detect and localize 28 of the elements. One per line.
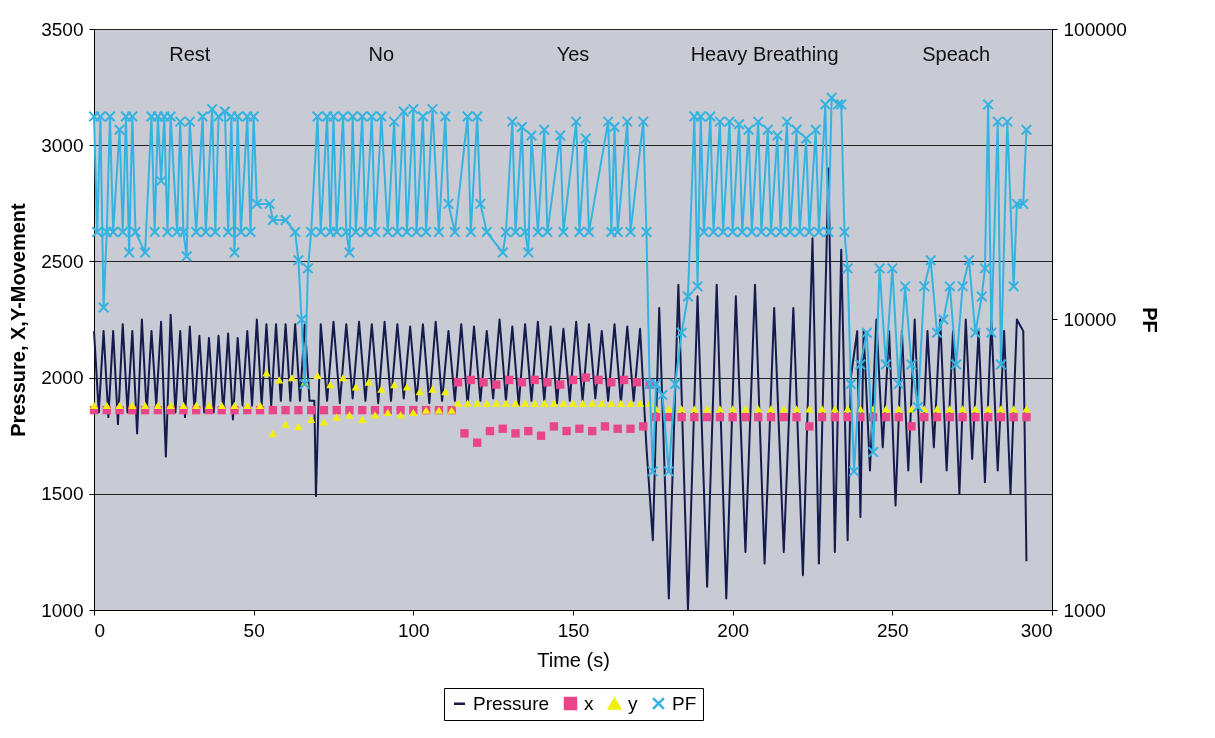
x-tick-label: 50 bbox=[243, 619, 265, 641]
y-tick-label: 2000 bbox=[41, 367, 84, 389]
x-tick-label: 100 bbox=[397, 619, 430, 641]
y2-axis-title: PF bbox=[1138, 307, 1161, 333]
y-tick-label: 3000 bbox=[41, 134, 84, 156]
y-tick-label: 3500 bbox=[41, 18, 84, 40]
y2-tick-label: 100000 bbox=[1063, 18, 1127, 40]
y-tick-label: 2500 bbox=[41, 250, 84, 272]
x-axis-title: Time (s) bbox=[537, 648, 610, 671]
x-tick-label: 0 bbox=[94, 619, 106, 641]
y-tick-label: 1000 bbox=[41, 599, 84, 621]
legend-label: y bbox=[628, 692, 638, 714]
annotation: Heavy Breathing bbox=[690, 43, 839, 65]
annotation: No bbox=[368, 43, 395, 65]
legend-label: PF bbox=[672, 692, 697, 714]
annotation: Yes bbox=[556, 43, 590, 65]
y2-tick-label: 1000 bbox=[1063, 599, 1106, 621]
legend-label: Pressure bbox=[473, 692, 550, 714]
y-axis-title: Pressure, X,Y-Movement bbox=[7, 202, 30, 437]
y2-tick-label: 10000 bbox=[1063, 309, 1117, 330]
x-tick-label: 300 bbox=[1020, 619, 1053, 641]
annotation: Rest bbox=[169, 43, 211, 65]
annotation: Speach bbox=[922, 43, 991, 65]
x-tick-label: 250 bbox=[876, 619, 909, 641]
x-tick-label: 200 bbox=[717, 619, 750, 641]
x-tick-label: 150 bbox=[557, 619, 590, 641]
legend-label: x bbox=[584, 692, 594, 714]
y-tick-label: 1500 bbox=[41, 483, 84, 505]
